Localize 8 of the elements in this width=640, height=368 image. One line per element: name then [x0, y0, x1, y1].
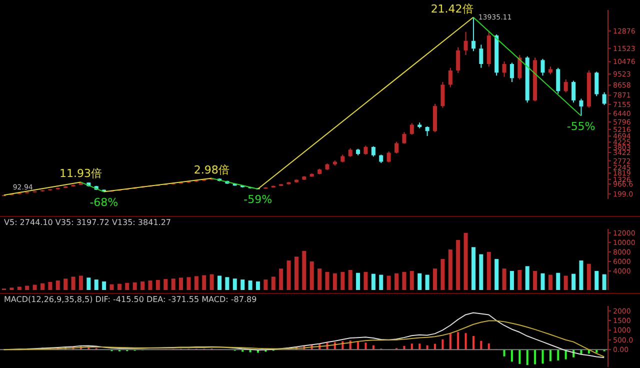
series-label: 2.98倍	[194, 163, 230, 176]
series-label: -55%	[566, 120, 596, 133]
series-label: 11.93倍	[60, 167, 102, 180]
series-label: -59%	[244, 192, 272, 206]
series-label: -68%	[90, 196, 118, 209]
series-label: 21.42倍	[430, 2, 474, 16]
chart-title: MACD(12,26,9,35,8,5) DIF: -415.50 DEA: -371.55 MACD: -87.89	[4, 295, 257, 304]
chart-title: V5: 2744.10 V35: 3197.72 V135: 3841.27	[4, 218, 172, 227]
